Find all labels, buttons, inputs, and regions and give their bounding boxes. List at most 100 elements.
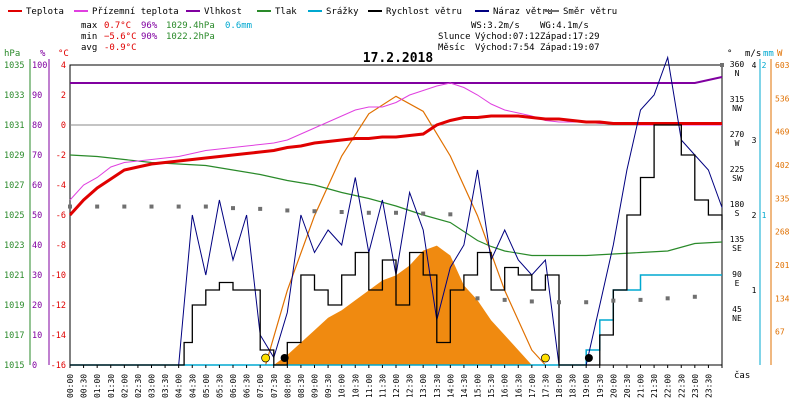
wind-direction-point [312, 209, 317, 214]
temp-tick-label: -10 [51, 271, 66, 281]
wind-direction-point [584, 300, 589, 305]
temp-tick-label: -12 [51, 301, 66, 311]
temp-tick-label: -2 [56, 151, 66, 161]
x-tick-label: 07:00 [256, 374, 265, 398]
sun-rise: Východ:07:12 [475, 32, 540, 42]
humidity-tick-label: 20 [32, 301, 42, 311]
rain-tick-label: 2 [762, 61, 767, 70]
x-tick-label: 20:00 [609, 374, 618, 398]
rain-tick-label: 1 [762, 211, 767, 220]
x-tick-label: 09:00 [311, 374, 320, 398]
x-tick-label: 11:00 [365, 374, 374, 398]
pressure-tick-label: 1031 [4, 121, 24, 131]
x-tick-label: 15:30 [487, 374, 496, 398]
x-tick-label: 00:30 [80, 374, 89, 398]
legend-label: Náraz větru [493, 7, 553, 17]
direction-tick-dir: S [735, 209, 740, 218]
pressure-tick-label: 1023 [4, 241, 24, 251]
wind-direction-point [203, 204, 208, 209]
series-vlhkost [70, 76, 723, 84]
stat-rain: 0.6mm [225, 21, 252, 31]
x-tick-label: 00:00 [66, 374, 75, 398]
direction-tick-deg: 360 [730, 60, 745, 69]
x-tick-label: 02:00 [120, 374, 129, 398]
legend-label: Vlhkost [204, 7, 242, 17]
humidity-tick-label: 40 [32, 241, 42, 251]
pressure-tick-label: 1025 [4, 211, 24, 221]
header-mm: mm [763, 49, 774, 59]
solar-tick-label: 335 [775, 194, 790, 203]
sun-label: Slunce [438, 32, 471, 42]
stat-avg-label: avg [81, 43, 97, 53]
x-tick-label: 07:30 [270, 374, 279, 398]
humidity-tick-label: 100 [32, 61, 47, 71]
x-tick-label: 05:30 [215, 374, 224, 398]
direction-tick-deg: 45 [732, 305, 742, 314]
x-tick-label: 06:30 [243, 374, 252, 398]
wind-direction-point [475, 296, 480, 301]
direction-tick-deg: 225 [730, 165, 745, 174]
temp-tick-label: -16 [51, 361, 66, 371]
temp-tick-label: 0 [61, 121, 66, 131]
stat-max-hum: 96% [141, 21, 158, 31]
sun-set: Západ:17:29 [540, 32, 600, 42]
solar-tick-label: 402 [775, 161, 790, 170]
x-tick-label: 14:00 [446, 374, 455, 398]
wind-direction-point [692, 294, 697, 299]
wind-direction-point [95, 204, 100, 209]
temp-tick-label: 4 [61, 61, 66, 71]
x-tick-label: 10:00 [338, 374, 347, 398]
direction-tick-dir: E [735, 279, 740, 288]
temp-tick-label: -8 [56, 241, 66, 251]
x-tick-label: 23:30 [704, 374, 713, 398]
wind-direction-point [502, 297, 507, 302]
wind-direction-point [122, 204, 127, 209]
direction-tick-dir: W [735, 139, 740, 148]
legend-label: Tlak [275, 7, 297, 17]
x-tick-label: 22:30 [677, 374, 686, 398]
x-tick-label: 16:30 [514, 374, 523, 398]
direction-tick-deg: 90 [732, 270, 742, 279]
wind-direction-point [665, 296, 670, 301]
header-w: W [777, 49, 783, 59]
sunset-marker [541, 353, 550, 363]
chart-title: 17.2.2018 [363, 51, 434, 66]
direction-tick-deg: 135 [730, 235, 745, 244]
header-celsius: °C [58, 49, 69, 59]
wind-direction-point [448, 212, 453, 217]
stat-max-label: max [81, 21, 98, 31]
x-tick-label: 17:30 [541, 374, 550, 398]
x-tick-label: 19:00 [582, 374, 591, 398]
wind-direction-point [421, 211, 426, 216]
humidity-tick-label: 30 [32, 271, 42, 281]
wind-direction-point [394, 210, 398, 215]
x-tick-label: 05:00 [202, 374, 211, 398]
stat-avg-temp: -0.9°C [104, 43, 137, 53]
x-tick-label: 04:30 [188, 374, 197, 398]
pressure-tick-label: 1033 [4, 91, 24, 101]
x-tick-label: 01:30 [107, 374, 116, 398]
x-tick-label: 23:00 [691, 374, 700, 398]
solar-tick-label: 134 [775, 294, 790, 303]
x-tick-label: 10:30 [351, 374, 360, 398]
wind-direction-point [176, 204, 181, 209]
stat-max-temp: 0.7°C [104, 21, 131, 31]
direction-tick-dir: NE [732, 314, 742, 323]
humidity-tick-label: 60 [32, 181, 42, 191]
x-tick-label: 13:00 [419, 374, 428, 398]
header-degree: ° [727, 49, 732, 59]
solar-tick-label: 201 [775, 261, 790, 270]
wind-tick-label: 2 [752, 211, 757, 220]
wind-direction-point [557, 300, 561, 305]
pressure-tick-label: 1027 [4, 181, 24, 191]
direction-tick-dir: SE [732, 244, 742, 253]
x-tick-label: 03:30 [161, 374, 170, 398]
header-percent: % [40, 49, 46, 59]
x-tick-label: 12:00 [392, 374, 401, 398]
wind-direction-point [68, 204, 72, 209]
legend-label: Rychlost větru [386, 7, 462, 17]
temp-tick-label: 2 [61, 91, 66, 101]
x-tick-label: 04:00 [175, 374, 184, 398]
header-ms: m/s [745, 49, 761, 59]
